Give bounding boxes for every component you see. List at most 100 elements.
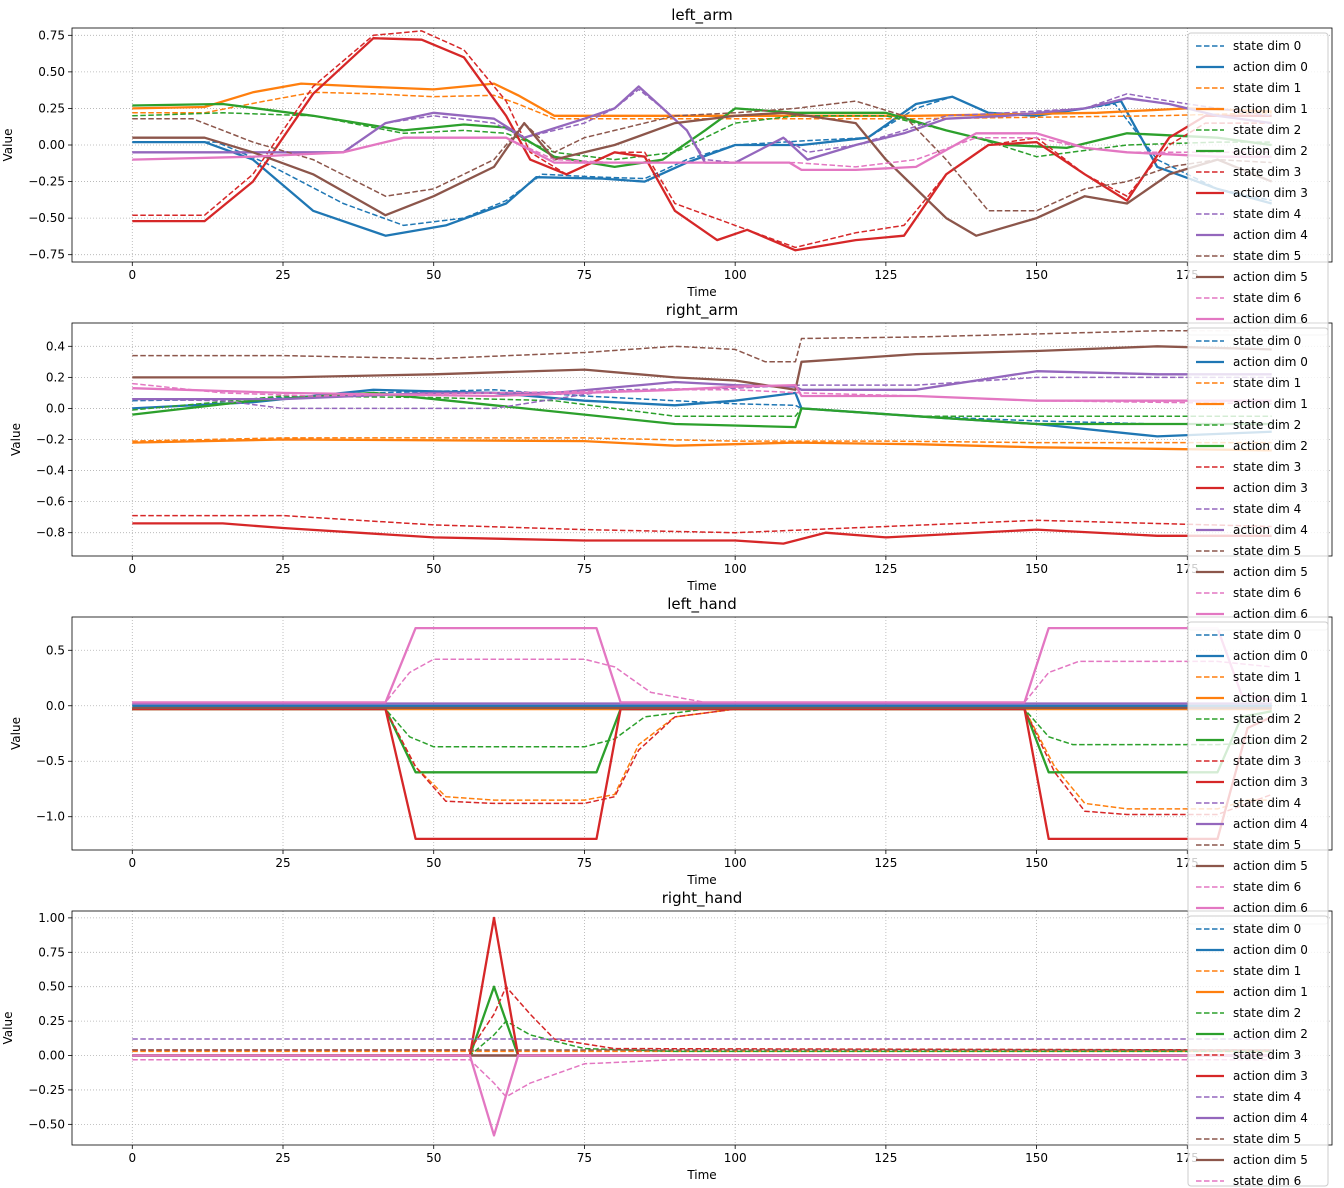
x-tick-label: 0 [128, 268, 136, 282]
y-tick-label: 0.75 [38, 945, 65, 959]
legend-label: action dim 1 [1233, 691, 1308, 705]
legend-label: action dim 0 [1233, 943, 1308, 957]
y-tick-label: −0.6 [36, 495, 65, 509]
legend-label: state dim 3 [1233, 165, 1301, 179]
legend-label: action dim 4 [1233, 228, 1308, 242]
x-tick-label: 100 [724, 268, 747, 282]
series-line-action-dim-1 [132, 82, 1272, 117]
legend-label: action dim 5 [1233, 1153, 1308, 1167]
series-line-action-dim-6 [132, 1054, 1272, 1137]
x-axis-label: Time [686, 579, 716, 593]
x-tick-label: 125 [874, 1151, 897, 1165]
x-tick-label: 25 [275, 1151, 290, 1165]
y-tick-label: 0.50 [38, 980, 65, 994]
axes-frame [71, 910, 1333, 1146]
legend-label: action dim 3 [1233, 186, 1308, 200]
legend-box [1187, 32, 1329, 336]
subplot-left_arm: 0 25 50 75 100 125 150 1750.750.500.250.00−0.25… [1, 6, 1333, 299]
series-line-state-dim-1 [132, 91, 1272, 120]
series-line-state-dim-5 [132, 100, 1272, 212]
x-tick-label: 100 [724, 1151, 747, 1165]
y-tick-label: −0.75 [28, 248, 65, 262]
legend-label: action dim 1 [1233, 102, 1308, 116]
legend-label: action dim 2 [1233, 144, 1308, 158]
legend-label: state dim 2 [1233, 418, 1301, 432]
y-tick-label: 0.0 [46, 401, 65, 415]
series-line-state-dim-1 [132, 708, 1272, 810]
x-tick-label: 0 [128, 562, 136, 576]
x-tick-label: 75 [577, 856, 592, 870]
legend-label: state dim 4 [1233, 502, 1301, 516]
y-tick-label: −1.0 [36, 810, 65, 824]
y-tick-label: 0.50 [38, 65, 65, 79]
x-axis-label: Time [686, 873, 716, 887]
y-tick-label: −0.4 [36, 464, 65, 478]
legend-label: action dim 5 [1233, 859, 1308, 873]
x-tick-label: 50 [426, 1151, 441, 1165]
legend-box [1187, 327, 1329, 631]
legend-label: state dim 6 [1233, 880, 1301, 894]
legend-label: action dim 3 [1233, 775, 1308, 789]
legend-label: state dim 1 [1233, 964, 1301, 978]
legend-label: action dim 3 [1233, 481, 1308, 495]
x-tick-label: 25 [275, 562, 290, 576]
legend-label: state dim 0 [1233, 628, 1301, 642]
x-tick-label: 100 [724, 562, 747, 576]
legend-label: state dim 2 [1233, 1006, 1301, 1020]
y-tick-label: 1.00 [38, 911, 65, 925]
series-line-state-dim-1 [132, 437, 1272, 444]
series-line-state-dim-6 [132, 658, 1272, 704]
series-line-action-dim-3 [132, 37, 1272, 252]
series-line-action-dim-3 [132, 522, 1272, 545]
legend-label: action dim 2 [1233, 733, 1308, 747]
legend-label: state dim 3 [1233, 1048, 1301, 1062]
legend-left_hand: state dim 0 action dim 0 state dim 1 action… [1187, 621, 1329, 925]
x-axis-label: Time [686, 285, 716, 299]
y-tick-label: 0.75 [38, 28, 65, 42]
y-tick-label: 0.25 [38, 101, 65, 115]
legend-label: state dim 5 [1233, 544, 1301, 558]
legend-right_arm: state dim 0 action dim 0 state dim 1 action… [1187, 327, 1329, 631]
legend-label: state dim 0 [1233, 922, 1301, 936]
series-line-state-dim-6 [132, 1058, 1272, 1098]
subplot-title: right_hand [662, 889, 742, 908]
legend-label: action dim 5 [1233, 270, 1308, 284]
x-tick-label: 50 [426, 268, 441, 282]
legend-label: state dim 1 [1233, 376, 1301, 390]
y-tick-label: −0.50 [28, 211, 65, 225]
y-tick-label: −0.25 [28, 1083, 65, 1097]
x-tick-label: 75 [577, 562, 592, 576]
legend-label: action dim 4 [1233, 1111, 1308, 1125]
x-tick-label: 150 [1025, 562, 1048, 576]
legend-label: state dim 0 [1233, 334, 1301, 348]
y-axis-label: Value [9, 717, 23, 750]
legend-label: action dim 5 [1233, 565, 1308, 579]
legend-box [1187, 621, 1329, 925]
legend-label: state dim 6 [1233, 291, 1301, 305]
series-group [132, 30, 1273, 252]
legend-label: action dim 0 [1233, 355, 1308, 369]
legend-label: action dim 6 [1233, 607, 1308, 621]
x-tick-label: 75 [577, 268, 592, 282]
legend-label: action dim 6 [1233, 312, 1308, 326]
y-axis-label: Value [9, 423, 23, 456]
x-tick-label: 25 [275, 268, 290, 282]
series-line-action-dim-5 [132, 111, 1273, 237]
legend-label: state dim 4 [1233, 796, 1301, 810]
legend-label: state dim 5 [1233, 838, 1301, 852]
legend-right_hand: state dim 0 action dim 0 state dim 1 action… [1187, 915, 1329, 1188]
y-tick-label: 0.00 [38, 1049, 65, 1063]
legend-label: state dim 6 [1233, 586, 1301, 600]
series-group [132, 916, 1272, 1137]
legend-label: action dim 2 [1233, 439, 1308, 453]
y-tick-label: 0.0 [46, 699, 65, 713]
legend-label: action dim 4 [1233, 817, 1308, 831]
subplot-title: left_arm [671, 6, 733, 25]
y-tick-label: −0.8 [36, 526, 65, 540]
y-tick-label: −0.50 [28, 1117, 65, 1131]
axes-frame [71, 616, 1333, 851]
x-tick-label: 125 [874, 562, 897, 576]
legend-label: state dim 4 [1233, 207, 1301, 221]
x-tick-label: 150 [1025, 1151, 1048, 1165]
